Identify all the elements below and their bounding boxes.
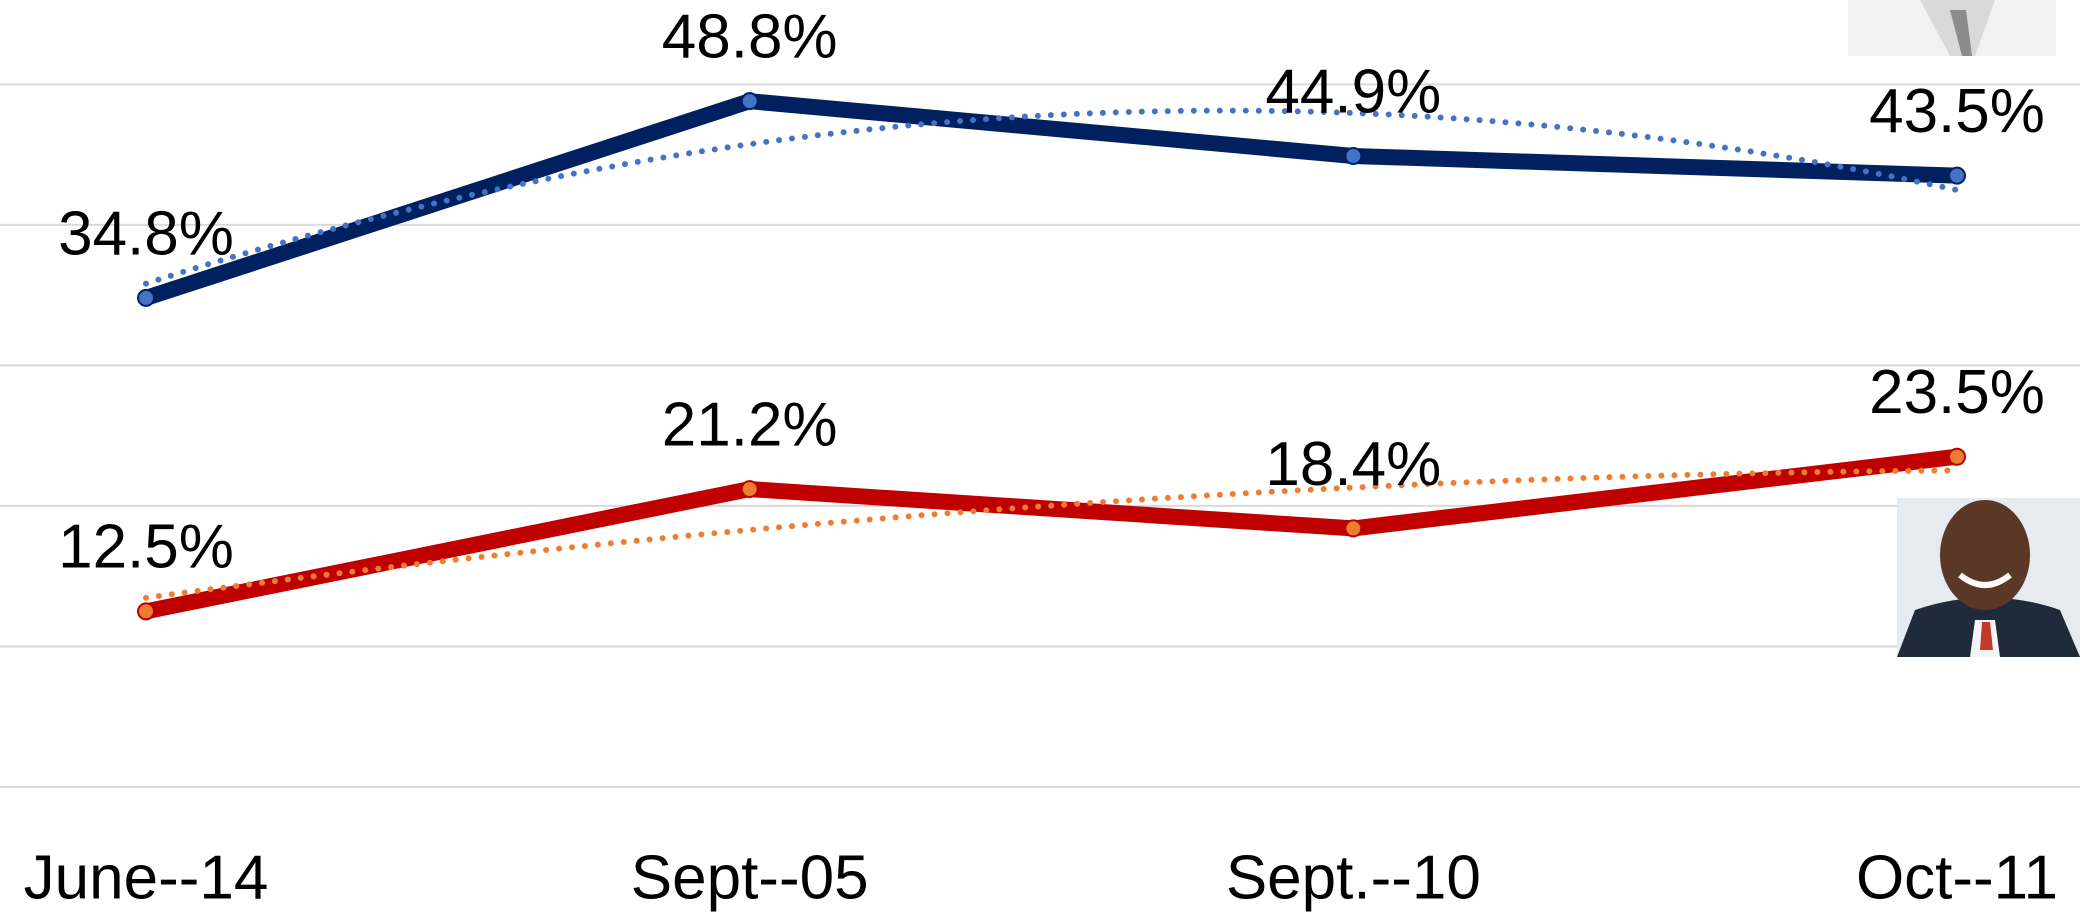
marker [137,602,155,621]
marker [137,288,155,307]
data-label: 43.5% [1869,77,2045,146]
data-label: 12.5% [58,513,234,582]
marker [1948,447,1966,466]
photo-bottom [1897,498,2080,657]
marker [740,92,759,111]
trendline [143,107,1960,287]
data-label: 34.8% [58,199,234,268]
data-label: 18.4% [1265,430,1441,499]
data-label: 23.5% [1869,358,2045,427]
data-label: 44.9% [1265,57,1441,126]
grid [0,83,2080,788]
x-tick-label: Sept.--10 [1226,843,1481,912]
marker [1344,519,1363,538]
marker [1948,166,1966,185]
x-tick-label: Sept--05 [631,843,869,912]
x-tick-label: Oct--11 [1856,843,2058,912]
photo-top [1848,0,2056,56]
trendline [143,467,1960,601]
data-label: 21.2% [662,390,838,459]
marker [1344,146,1363,165]
series-line [143,93,1958,306]
marker [740,480,759,499]
x-tick-label: June--14 [24,843,269,912]
data-label: 48.8% [662,3,838,72]
series-line [144,448,1958,620]
